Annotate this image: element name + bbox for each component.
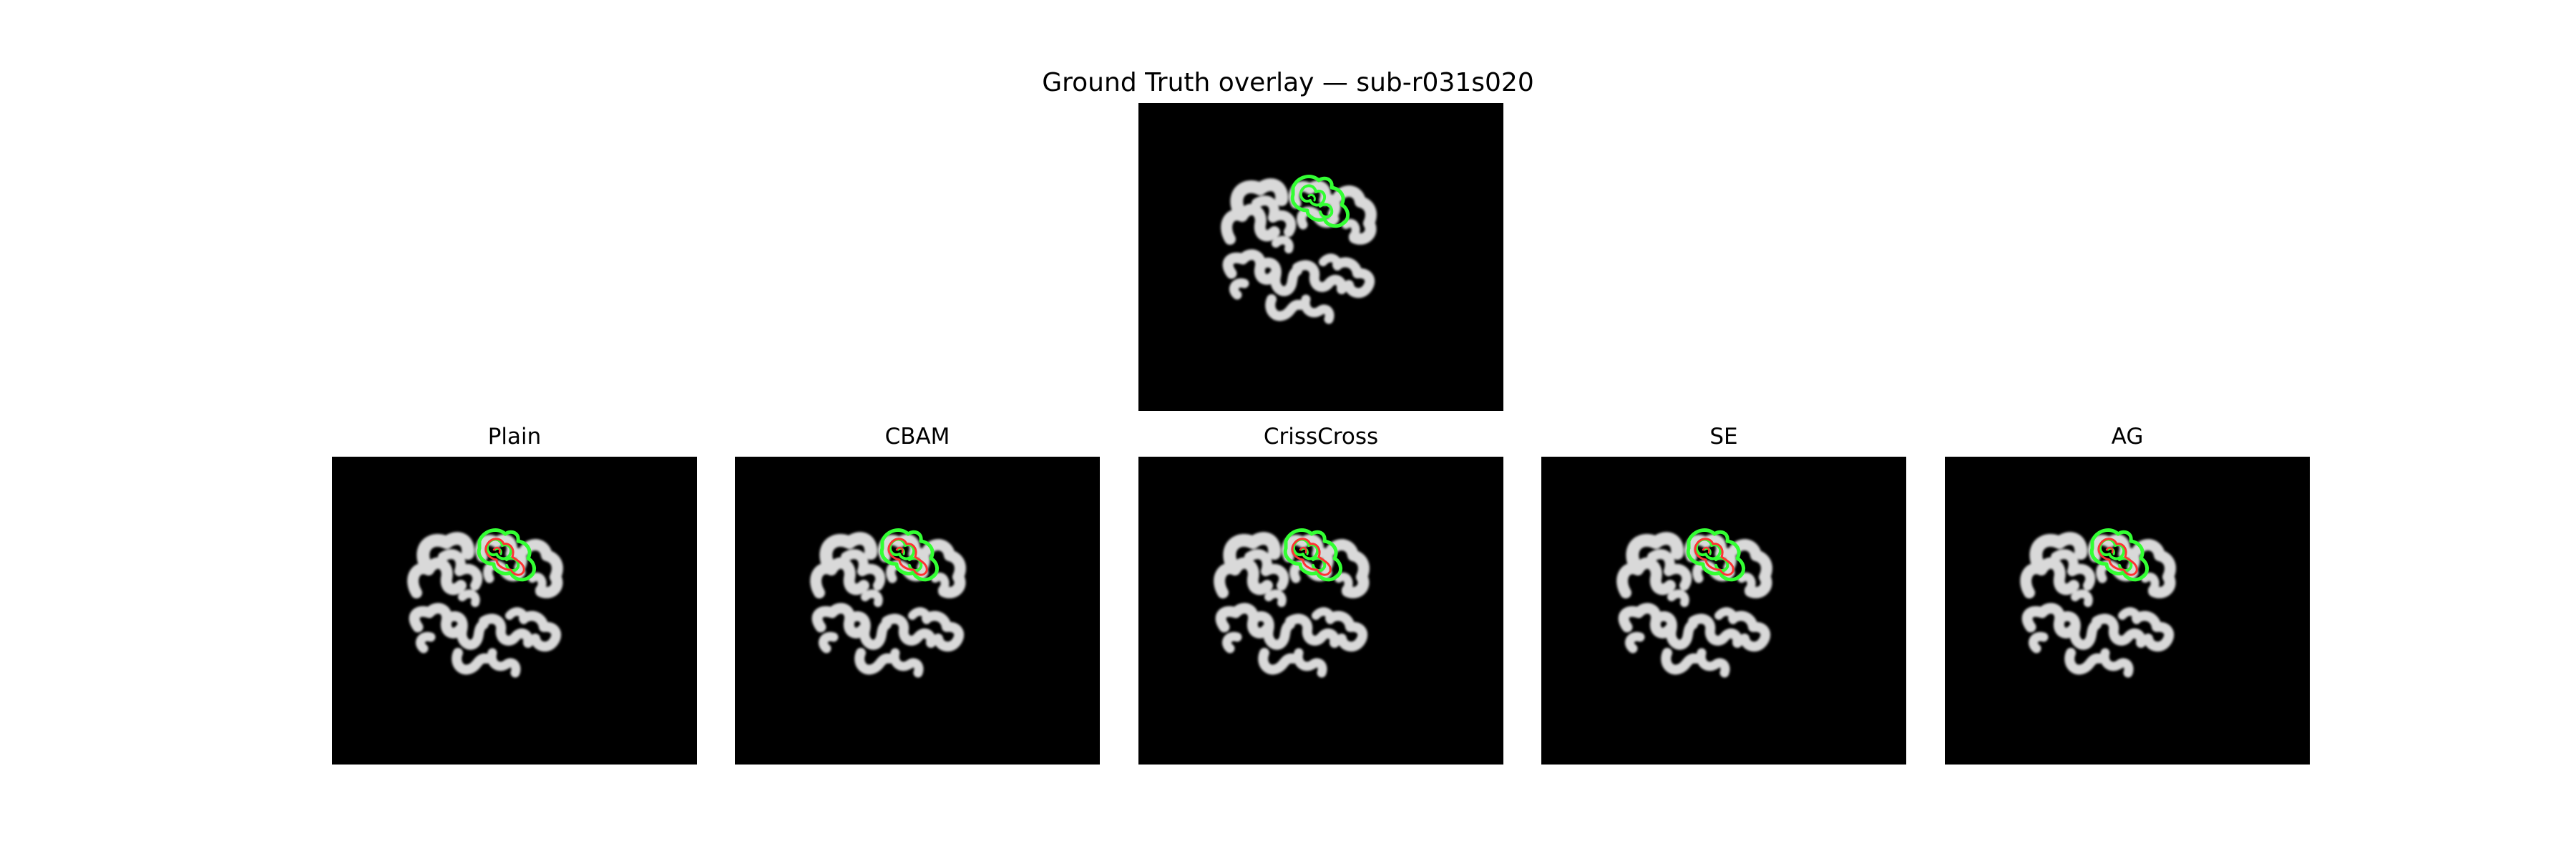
cbam-panel-title: CBAM [884,424,950,450]
plain-prediction-image [332,457,697,765]
se-panel-title: SE [1709,424,1738,450]
figure-title: Ground Truth overlay — sub-r031s020 [1042,68,1534,97]
crisscross-prediction-image [1138,457,1503,765]
ag-panel-title: AG [2111,424,2144,450]
ground-truth-image [1138,103,1503,411]
cbam-panel [735,457,1100,765]
se-panel [1541,457,1906,765]
ag-prediction-image [1945,457,2310,765]
ground-truth-panel [1138,103,1503,411]
cbam-prediction-image [735,457,1100,765]
plain-panel-title: Plain [487,424,542,450]
se-prediction-image [1541,457,1906,765]
crisscross-panel [1138,457,1503,765]
plain-panel [332,457,697,765]
ag-panel [1945,457,2310,765]
crisscross-panel-title: CrissCross [1263,424,1379,450]
